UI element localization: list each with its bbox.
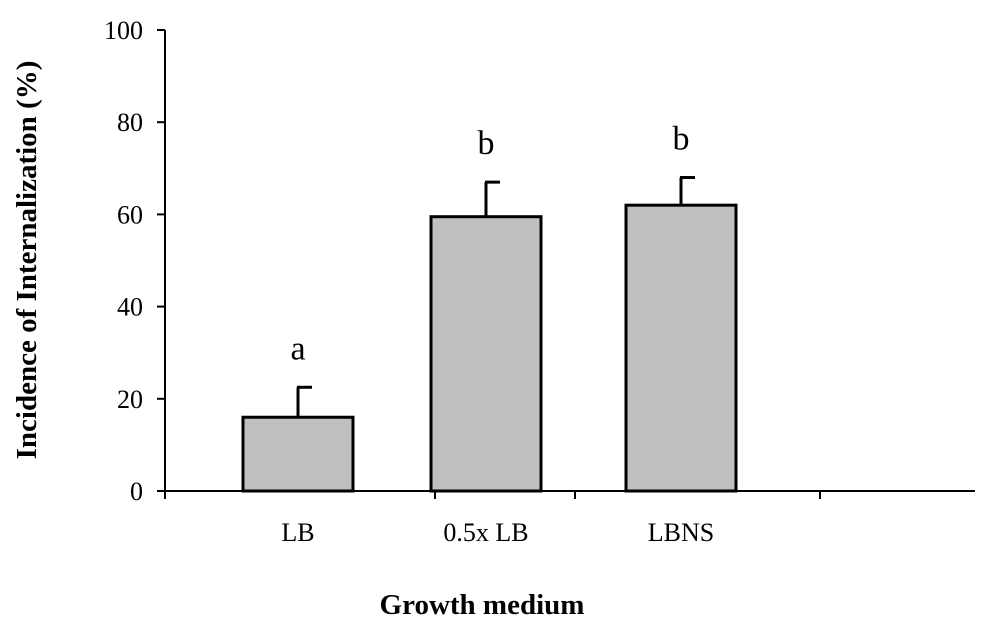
bar-2: [429, 215, 543, 493]
y-tick-label: 20: [117, 385, 143, 414]
y-axis-title: Incidence of Internalization (%): [11, 61, 43, 460]
x-axis-title: Growth medium: [380, 589, 585, 620]
y-tick-label: 0: [130, 477, 143, 506]
x-tick-label: LBNS: [648, 518, 714, 547]
bar-1: [241, 415, 355, 493]
x-tick-label: LB: [281, 518, 314, 547]
labels: 0 20 40 60 80 100 LB a 0.5x LB b LBNS b: [104, 16, 714, 547]
x-tick-label: 0.5x LB: [443, 518, 528, 547]
y-tick-label: 100: [104, 16, 143, 45]
significance-letter: a: [290, 330, 305, 367]
y-tick-label: 60: [117, 200, 143, 229]
significance-letter: b: [673, 121, 690, 158]
bar-3: [624, 203, 738, 493]
y-tick-label: 80: [117, 108, 143, 137]
significance-letter: b: [478, 125, 495, 162]
y-tick-label: 40: [117, 293, 143, 322]
bars: [241, 176, 738, 493]
